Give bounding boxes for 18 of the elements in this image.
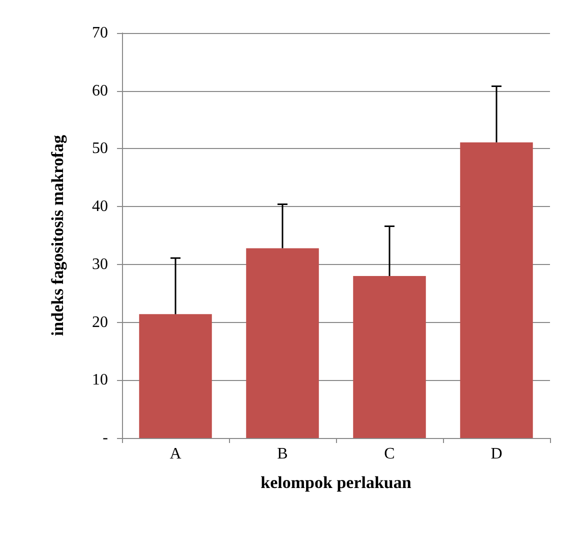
y-tick-label: 50 bbox=[92, 140, 108, 158]
bar bbox=[139, 314, 212, 438]
y-tick-label: 40 bbox=[92, 198, 108, 216]
x-tick-label: B bbox=[277, 446, 288, 462]
y-tick-label: 30 bbox=[92, 256, 108, 273]
bar bbox=[460, 142, 533, 438]
x-tick-label: C bbox=[384, 446, 395, 462]
bar bbox=[353, 276, 426, 438]
x-tick-label: A bbox=[170, 446, 182, 462]
y-axis-title: indeks fagositosis makrofag bbox=[48, 134, 67, 336]
y-tick-label: 60 bbox=[92, 82, 108, 100]
x-axis-title: kelompok perlakuan bbox=[260, 473, 412, 492]
y-tick-label: 20 bbox=[92, 314, 108, 331]
x-tick-label: D bbox=[490, 446, 502, 462]
y-tick-label: 70 bbox=[92, 24, 108, 42]
y-tick-label: 10 bbox=[92, 372, 108, 389]
bar bbox=[246, 248, 319, 438]
y-tick-label: - bbox=[102, 430, 108, 446]
